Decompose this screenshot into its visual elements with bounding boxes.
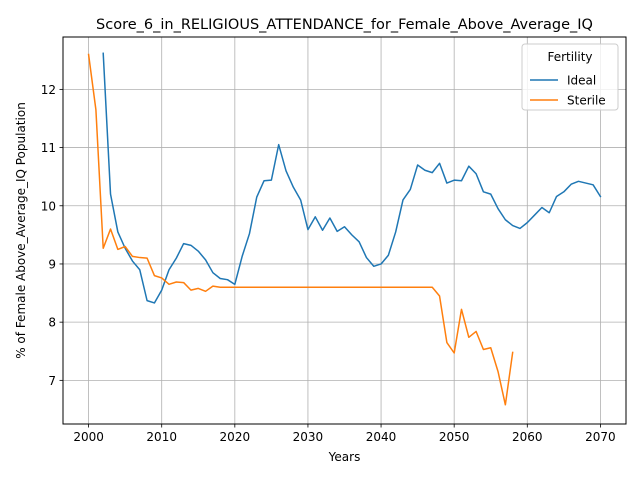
y-tick-label: 10: [41, 199, 56, 213]
y-tick-label: 8: [48, 316, 56, 330]
legend-title: Fertility: [547, 50, 592, 64]
x-tick-label: 2060: [512, 430, 543, 444]
legend: Fertility Ideal Sterile: [521, 43, 619, 111]
series-line-ideal: [102, 52, 602, 304]
x-tick-label: 2030: [293, 430, 324, 444]
x-tick-label: 2050: [439, 430, 470, 444]
x-tick-label: 2010: [146, 430, 177, 444]
legend-label: Ideal: [567, 74, 596, 88]
x-tick-label: 2000: [73, 430, 104, 444]
series-line-sterile: [87, 53, 514, 406]
legend-label: Sterile: [567, 94, 606, 108]
x-tick-label: 2070: [585, 430, 616, 444]
x-axis-title: Years: [328, 450, 361, 464]
legend-box: [521, 43, 619, 111]
plot-frame: [62, 36, 627, 425]
legend-items: Ideal Sterile: [530, 74, 606, 108]
y-tick-label: 9: [48, 257, 56, 271]
y-tick-label: 7: [48, 374, 56, 388]
y-tick-label: 11: [41, 141, 56, 155]
x-tick-label: 2020: [220, 430, 251, 444]
x-tick-label: 2040: [366, 430, 397, 444]
y-axis-title: % of Female Above_Average_IQ Population: [14, 102, 28, 359]
axis-ticks: 2000 2010 2020 2030 2040 2050 2060 2070 7 8 9 10 11 1…: [41, 83, 616, 444]
y-tick-label: 12: [41, 83, 56, 97]
series-lines: [87, 52, 602, 406]
chart-title: Score_6_in_RELIGIOUS_ATTENDANCE_for_Fema…: [96, 17, 593, 33]
